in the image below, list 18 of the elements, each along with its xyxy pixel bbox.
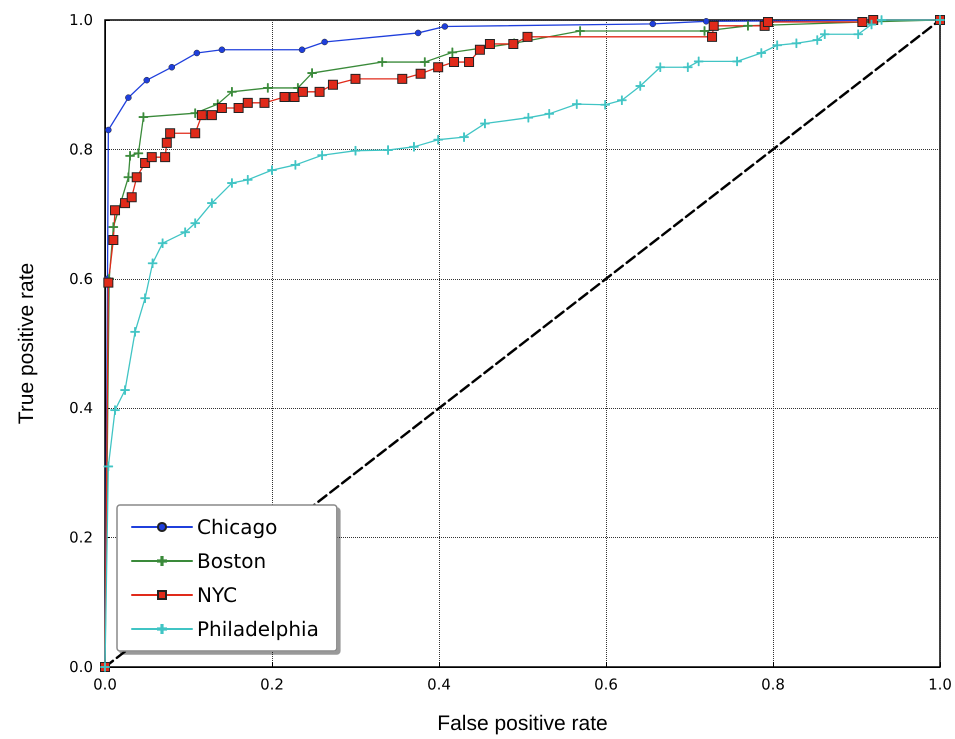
x-tick-label: 1.0 [928,676,952,694]
legend-label: Philadelphia [197,617,319,641]
y-tick-label: 0.2 [69,528,93,547]
y-tick-label: 0.0 [69,658,93,676]
legend-label: NYC [197,583,238,607]
x-tick-label: 0.2 [260,676,284,694]
x-tick-label: 0.8 [761,676,785,694]
y-axis-title: True positive rate [15,262,38,424]
y-tick-label: 0.6 [69,270,93,288]
y-tick-label: 1.0 [69,11,93,29]
x-tick-label: 0.4 [427,676,451,694]
x-tick-label: 0.0 [93,676,117,694]
x-tick-label: 0.6 [594,676,618,694]
y-tick-label: 0.8 [69,140,93,158]
legend-label: Chicago [197,515,278,539]
y-tick-label: 0.4 [69,399,93,418]
legend-label: Boston [197,549,266,573]
x-axis-title: False positive rate [437,712,608,735]
